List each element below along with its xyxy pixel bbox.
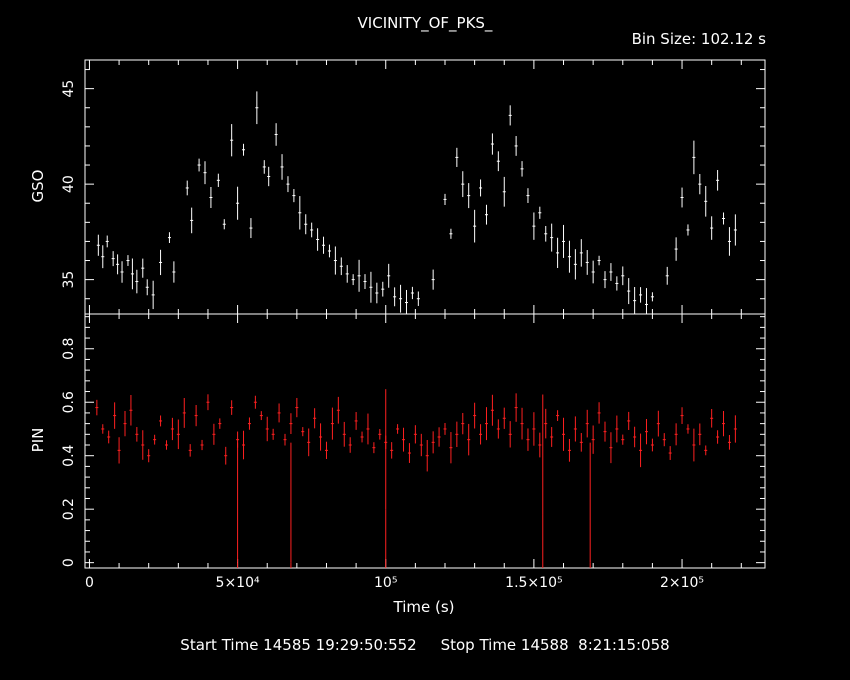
gso-y-tick-label: 45 xyxy=(61,80,77,98)
bin-size-label: Bin Size: 102.12 s xyxy=(631,30,766,48)
pin-y-tick-label: 0.2 xyxy=(61,498,77,520)
pin-y-axis-label: PIN xyxy=(29,428,47,453)
x-tick-label: 5×10⁴ xyxy=(216,575,260,591)
start-time-label: Start Time 14585 19:29:50:552 xyxy=(180,636,417,654)
gso-y-tick-label: 35 xyxy=(61,271,77,289)
x-tick-label: 1.5×10⁵ xyxy=(505,575,562,591)
pin-y-tick-label: 0 xyxy=(61,558,77,567)
x-tick-label: 10⁵ xyxy=(374,575,397,591)
gso-panel: 35 40 45 xyxy=(61,59,766,315)
pin-y-tick-label: 0.6 xyxy=(61,391,77,413)
pin-frame xyxy=(84,313,766,569)
pin-y-tick-label: 0.8 xyxy=(61,338,77,360)
x-tick-label: 2×10⁵ xyxy=(660,575,704,591)
x-tick-label: 0 xyxy=(85,575,94,591)
pin-panel: 0 0.2 0.4 0.6 0.8 0 5×10⁴ 10⁵ 1.5×10⁵ 2×10⁵ xyxy=(61,313,766,591)
x-axis-label: Time (s) xyxy=(393,598,455,616)
pin-y-tick-label: 0.4 xyxy=(61,444,77,466)
stop-time-label: Stop Time 14588 8:21:15:058 xyxy=(440,636,670,654)
time-range-info: Start Time 14585 19:29:50:552 Stop Time … xyxy=(0,636,850,654)
chart-title: VICINITY_OF_PKS_ xyxy=(357,14,493,32)
gso-y-axis-label: GSO xyxy=(29,170,47,203)
gso-y-tick-label: 40 xyxy=(61,175,77,193)
